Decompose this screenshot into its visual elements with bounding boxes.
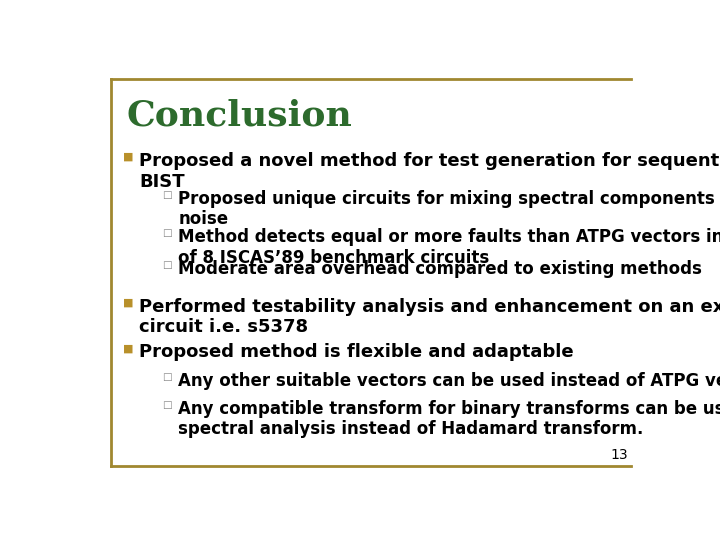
Text: □: □ (163, 400, 172, 409)
Text: Any other suitable vectors can be used instead of ATPG vectors.: Any other suitable vectors can be used i… (178, 372, 720, 390)
Text: Proposed method is flexible and adaptable: Proposed method is flexible and adaptabl… (139, 343, 574, 361)
Text: ■: ■ (124, 152, 134, 162)
Text: Method detects equal or more faults than ATPG vectors in 6 out
of 8 ISCAS’89 ben: Method detects equal or more faults than… (178, 228, 720, 267)
Text: Performed testability analysis and enhancement on an example
circuit i.e. s5378: Performed testability analysis and enhan… (139, 298, 720, 336)
Text: Proposed a novel method for test generation for sequential circuit
BIST: Proposed a novel method for test generat… (139, 152, 720, 191)
Text: □: □ (163, 190, 172, 200)
Text: Conclusion: Conclusion (126, 98, 352, 132)
Text: Any compatible transform for binary transforms can be used for
spectral analysis: Any compatible transform for binary tran… (178, 400, 720, 438)
Text: □: □ (163, 372, 172, 382)
Text: ■: ■ (124, 298, 134, 308)
Text: 13: 13 (611, 448, 629, 462)
Text: □: □ (163, 228, 172, 238)
Text: Proposed unique circuits for mixing spectral components and
noise: Proposed unique circuits for mixing spec… (178, 190, 720, 228)
Text: ■: ■ (124, 343, 134, 353)
Text: Moderate area overhead compared to existing methods: Moderate area overhead compared to exist… (178, 260, 702, 278)
Text: □: □ (163, 260, 172, 270)
